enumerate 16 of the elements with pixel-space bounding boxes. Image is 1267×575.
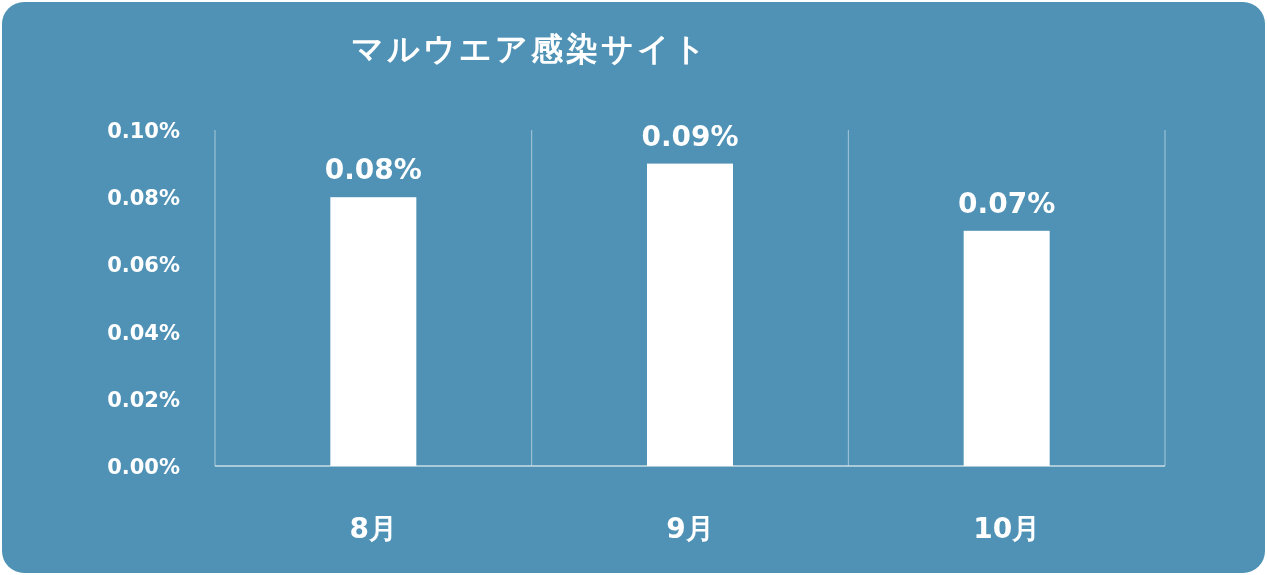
y-tick-label: 0.10%: [107, 119, 180, 143]
y-tick-label: 0.08%: [107, 186, 180, 211]
y-tick-label: 0.06%: [107, 253, 180, 278]
chart-title: マルウエア感染サイト: [351, 30, 709, 68]
y-tick-label: 0.00%: [107, 455, 180, 479]
bar: [963, 230, 1050, 466]
x-tick-label: 9月: [666, 512, 714, 545]
data-label: 0.07%: [958, 186, 1056, 220]
y-tick-label: 0.04%: [107, 320, 180, 345]
data-label: 0.09%: [641, 119, 739, 153]
bar: [330, 197, 417, 466]
bar: [647, 163, 733, 466]
data-label: 0.08%: [324, 153, 422, 187]
x-tick-label: 10月: [973, 512, 1041, 545]
y-tick-label: 0.02%: [107, 387, 180, 412]
x-tick-label: 8月: [349, 512, 398, 545]
